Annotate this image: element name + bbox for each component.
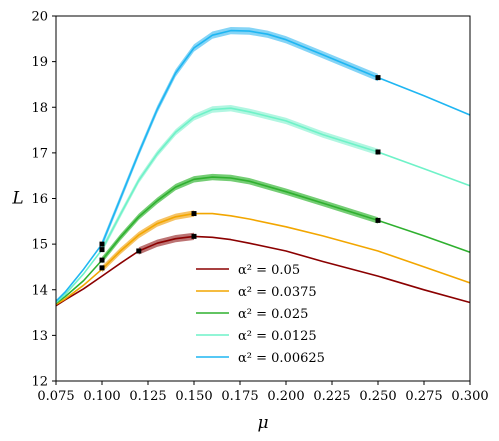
x-tick-label: 0.225 [313, 389, 350, 404]
y-tick-label: 16 [31, 192, 48, 207]
legend-label-3: α² = 0.0125 [238, 329, 317, 344]
x-tick-label: 0.300 [451, 389, 488, 404]
marker-series-0-1 [191, 233, 197, 239]
marker-series-2-0 [99, 257, 105, 263]
y-tick-label: 19 [31, 55, 48, 70]
y-axis-label: L [11, 189, 23, 209]
y-axis: 12 13 14 15 16 17 18 19 20 [31, 10, 56, 390]
y-tick-label: 18 [31, 101, 48, 116]
x-axis: 0.075 0.100 0.125 0.150 0.175 0.200 0.225 0.250… [37, 381, 489, 404]
line-series-3 [55, 107, 471, 304]
marker-series-3-0 [99, 247, 105, 253]
marker-series-0-0 [136, 248, 142, 254]
marker-series-3-1 [375, 149, 381, 155]
y-tick-label: 14 [31, 283, 48, 298]
x-tick-label: 0.250 [359, 389, 396, 404]
marker-series-4-1 [375, 75, 381, 81]
legend: α² = 0.05 α² = 0.0375 α² = 0.025 α² = 0.012… [196, 263, 325, 366]
confidence-bands [102, 27, 378, 273]
y-tick-label: 17 [31, 146, 48, 161]
x-axis-label: μ [257, 413, 268, 433]
series-markers [99, 75, 381, 271]
y-tick-label: 13 [31, 329, 48, 344]
marker-series-1-0 [99, 265, 105, 271]
x-tick-label: 0.175 [221, 389, 258, 404]
x-tick-label: 0.125 [129, 389, 166, 404]
x-tick-label: 0.100 [83, 389, 120, 404]
x-tick-label: 0.150 [175, 389, 212, 404]
marker-series-1-1 [191, 211, 197, 217]
line-series-2 [55, 176, 471, 305]
marker-series-2-1 [375, 217, 381, 223]
legend-label-1: α² = 0.0375 [238, 285, 317, 300]
band-series-1 [102, 210, 194, 273]
line-series-4 [55, 29, 471, 302]
y-tick-label: 15 [31, 238, 48, 253]
legend-label-0: α² = 0.05 [238, 263, 300, 278]
marker-series-4-0 [99, 241, 105, 247]
y-tick-label: 20 [31, 10, 48, 25]
band-series-2 [102, 173, 378, 264]
x-tick-label: 0.200 [267, 389, 304, 404]
plot-frame [55, 15, 471, 382]
x-tick-label: 0.275 [405, 389, 442, 404]
y-tick-label: 12 [31, 375, 48, 390]
legend-label-4: α² = 0.00625 [238, 351, 325, 366]
legend-label-2: α² = 0.025 [238, 307, 308, 322]
x-tick-label: 0.075 [37, 389, 74, 404]
band-series-0 [138, 232, 194, 255]
